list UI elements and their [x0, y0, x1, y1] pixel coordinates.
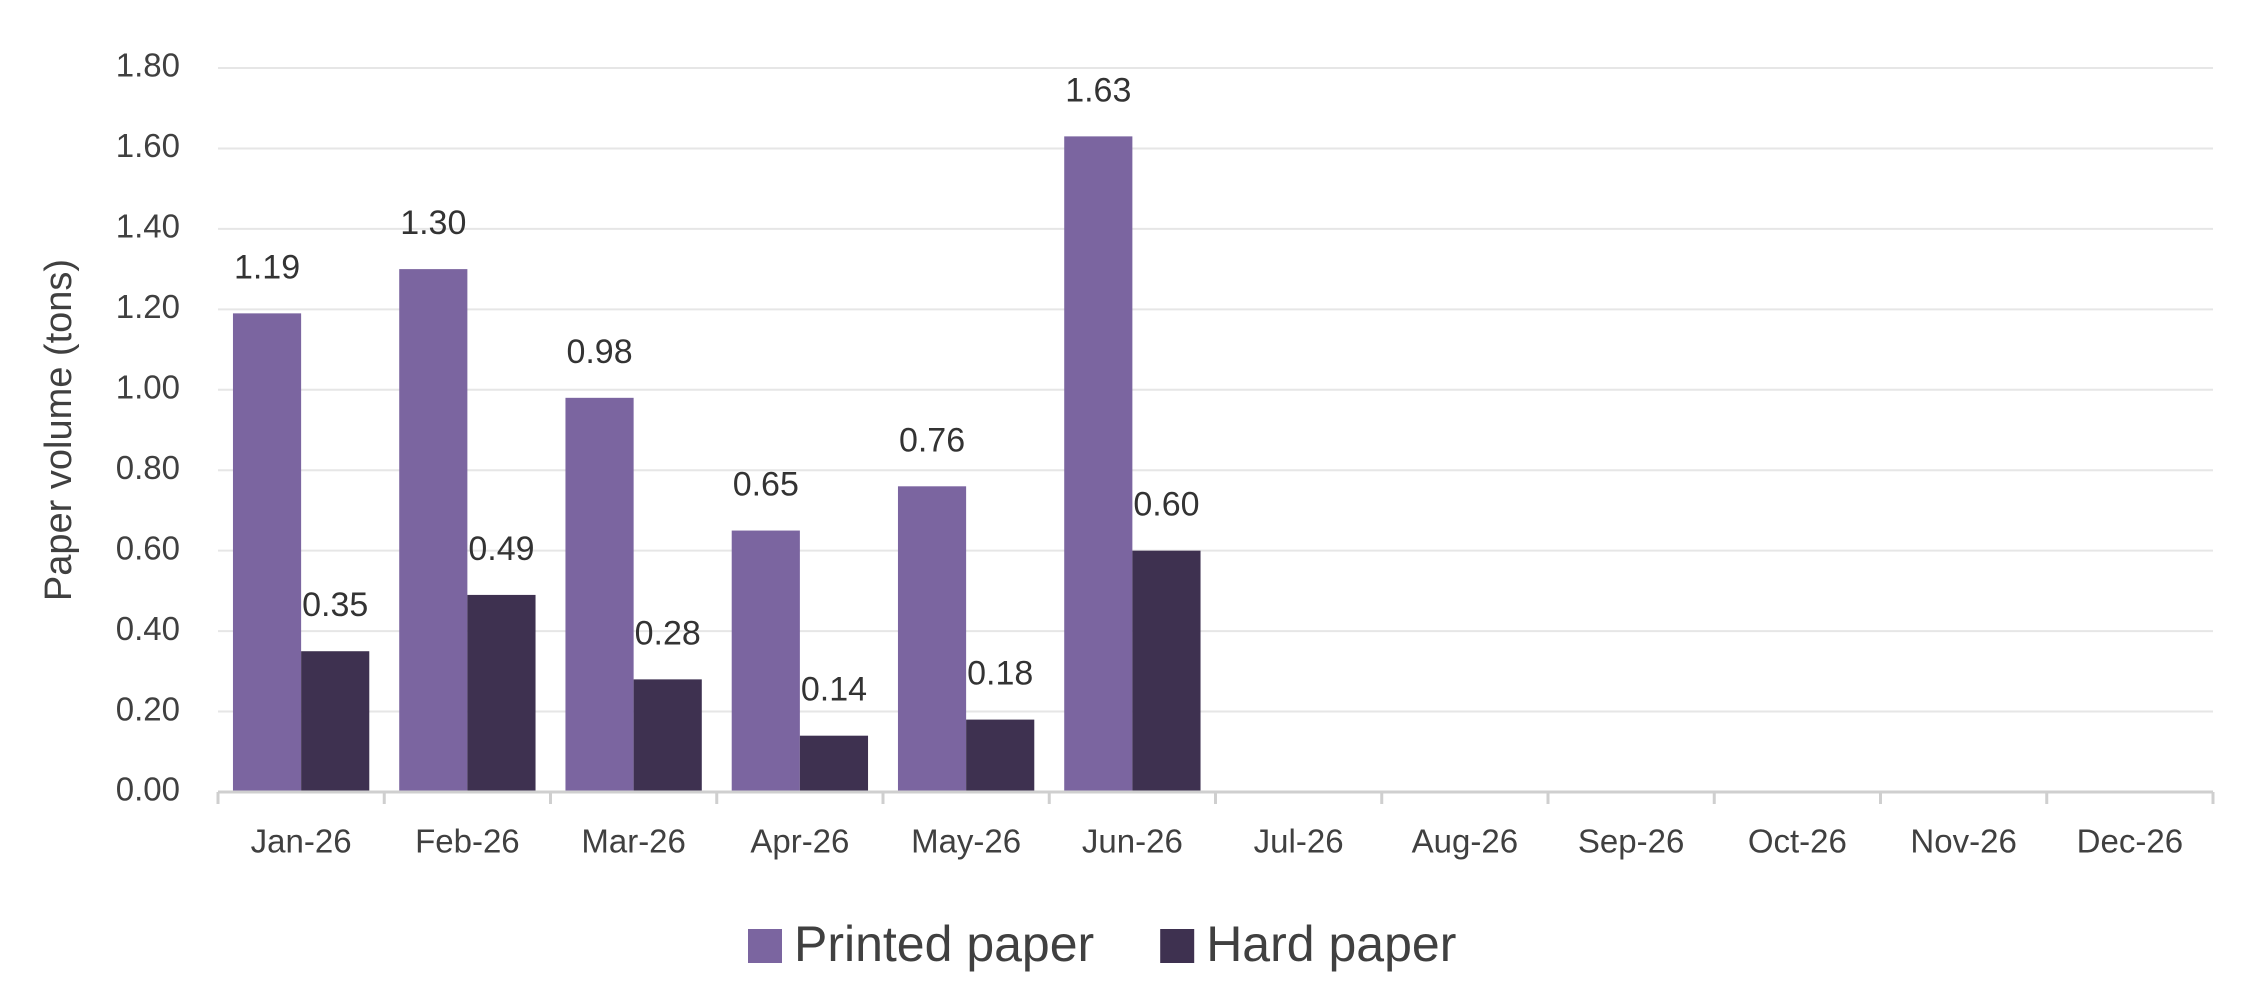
bar — [633, 679, 702, 792]
bar — [565, 397, 634, 792]
bar — [301, 651, 370, 792]
y-tick-label: 1.20 — [116, 288, 180, 325]
legend-swatch — [748, 929, 782, 963]
value-label: 0.18 — [967, 655, 1033, 693]
bar — [731, 530, 800, 792]
y-tick-label: 1.80 — [116, 47, 180, 84]
value-label: 0.28 — [635, 614, 701, 652]
value-label: 0.76 — [899, 421, 965, 459]
bar — [399, 269, 468, 793]
value-label: 0.49 — [468, 530, 534, 568]
bar — [1132, 550, 1201, 792]
value-label: 0.35 — [302, 586, 368, 624]
x-tick-label: Feb-26 — [415, 823, 520, 860]
y-tick-label: 0.20 — [116, 690, 180, 727]
value-label: 1.19 — [234, 248, 300, 286]
x-tick-label: Sep-26 — [1578, 823, 1684, 860]
bar — [467, 594, 536, 792]
x-tick-label: Dec-26 — [2077, 823, 2183, 860]
value-label: 0.65 — [733, 466, 799, 504]
x-tick-label: Jun-26 — [1082, 823, 1183, 860]
value-label: 1.30 — [400, 204, 466, 242]
y-tick-label: 0.40 — [116, 610, 180, 647]
value-label: 0.14 — [801, 671, 867, 709]
y-tick-label: 1.60 — [116, 127, 180, 164]
x-tick-label: Jan-26 — [251, 823, 352, 860]
legend-entry: Hard paper — [1206, 916, 1456, 972]
y-tick-label: 1.00 — [116, 368, 180, 405]
bar — [897, 486, 967, 792]
x-tick-label: Jul-26 — [1254, 823, 1344, 860]
bar — [1064, 136, 1133, 792]
bar — [799, 735, 869, 792]
bar — [966, 719, 1035, 792]
x-tick-label: Oct-26 — [1748, 823, 1847, 860]
grid — [218, 67, 2213, 793]
x-tick-label: Apr-26 — [750, 823, 849, 860]
y-tick-label: 0.60 — [116, 529, 180, 566]
legend-entry: Printed paper — [794, 916, 1094, 972]
bar — [232, 313, 302, 792]
y-tick-label: 0.80 — [116, 449, 180, 486]
x-tick-label: May-26 — [911, 823, 1021, 860]
x-tick-label: Aug-26 — [1412, 823, 1518, 860]
x-tick-label: Mar-26 — [581, 823, 686, 860]
value-label: 0.60 — [1133, 486, 1199, 524]
value-label: 1.63 — [1065, 71, 1131, 109]
y-tick-label: 0.00 — [116, 771, 180, 808]
value-label: 0.98 — [566, 333, 632, 371]
y-axis-label: Paper volume (tons) — [38, 259, 80, 601]
bars — [232, 136, 1201, 793]
y-tick-label: 1.40 — [116, 208, 180, 245]
legend-swatch — [1160, 929, 1195, 963]
x-tick-label: Nov-26 — [1910, 823, 2016, 860]
